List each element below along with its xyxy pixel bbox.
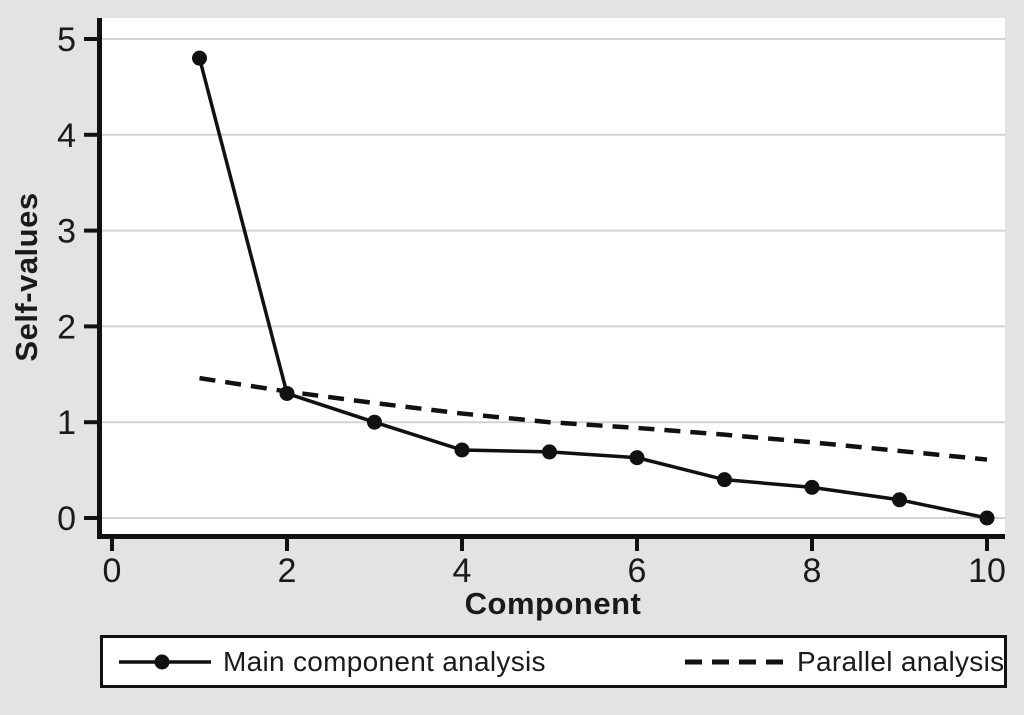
legend-label-main: Main component analysis: [223, 645, 546, 677]
x-tick-label: 8: [803, 552, 822, 590]
y-tick-label: 5: [57, 21, 76, 59]
x-tick-label: 10: [968, 552, 1006, 590]
series-line-main-component-analysis: [197, 57, 988, 520]
x-tick-label: 4: [453, 552, 472, 590]
plot-canvas: 0 1 2 3 4 5 0 2 4 6 8 10: [57, 18, 1006, 590]
solid-line-with-marker-icon: [119, 654, 211, 669]
y-axis-line: [97, 18, 102, 539]
data-point-marker: [192, 50, 207, 66]
plot-area: [100, 18, 1005, 537]
data-point-marker: [367, 414, 382, 430]
data-point-marker: [892, 492, 907, 508]
x-tick-label: 0: [103, 552, 122, 590]
data-point-marker: [804, 479, 820, 495]
legend-item-main-component-analysis: Main component analysis: [117, 646, 546, 678]
legend-item-parallel-analysis: Parallel analysis: [683, 646, 1004, 678]
y-tick-label: 1: [57, 404, 76, 442]
series-line-parallel-analysis: [199, 375, 988, 462]
data-point-marker: [717, 472, 732, 488]
y-tick-label: 0: [57, 500, 76, 538]
x-tick-label: 6: [628, 552, 647, 590]
legend: Main component analysis Parallel analysi…: [100, 635, 1007, 688]
dashed-line-icon: [685, 659, 785, 664]
y-tick-label: 4: [57, 117, 76, 155]
data-point-marker: [542, 444, 557, 460]
data-point-marker: [454, 442, 470, 458]
y-tick-label: 2: [57, 308, 76, 346]
data-point-marker: [629, 450, 645, 466]
data-point-marker: [979, 510, 995, 526]
y-tick-label: 3: [57, 213, 76, 251]
x-axis-title: Component: [464, 586, 642, 621]
x-axis-line: [97, 534, 1005, 539]
x-tick-label: 2: [278, 552, 297, 590]
y-axis-title: Self-values: [9, 192, 44, 362]
legend-label-parallel: Parallel analysis: [797, 645, 1005, 677]
